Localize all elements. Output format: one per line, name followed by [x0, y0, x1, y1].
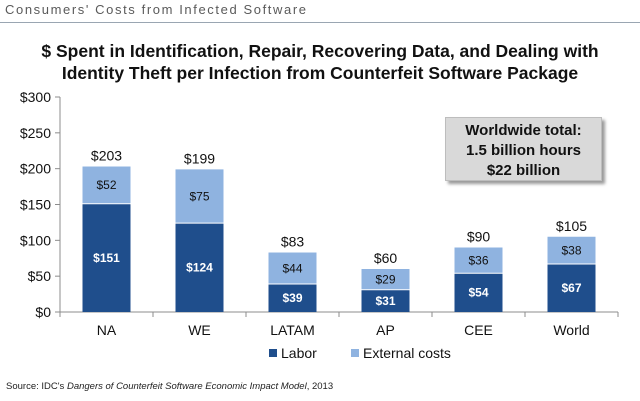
data-label-labor: $124 [186, 261, 213, 275]
bar-labor-world [547, 263, 596, 312]
bar-external-world [547, 236, 596, 264]
source-prefix: Source: IDC's [6, 381, 67, 392]
y-tick-label: $150 [20, 197, 51, 213]
bar-labor-cee [454, 273, 503, 312]
data-label-external: $29 [375, 272, 395, 286]
legend-swatch-external [351, 349, 359, 357]
data-label-total: $83 [281, 234, 305, 250]
callout-line-3: $22 billion [486, 162, 561, 179]
data-label-external: $44 [282, 261, 302, 275]
x-tick-label: CEE [464, 322, 493, 338]
y-tick-label: $50 [28, 268, 52, 284]
data-label-total: $203 [91, 148, 122, 164]
bar-labor-we [175, 223, 224, 312]
bar-external-cee [454, 247, 503, 274]
data-label-external: $38 [561, 243, 581, 257]
y-tick-label: $0 [35, 304, 51, 320]
data-label-labor: $31 [375, 294, 395, 308]
chart-title-line-1: $ Spent in Identification, Repair, Recov… [41, 41, 599, 61]
data-label-external: $52 [96, 178, 116, 192]
legend-label-labor: Labor [281, 345, 317, 361]
data-label-labor: $54 [468, 286, 488, 300]
bar-labor-na [82, 203, 131, 312]
x-tick-label: NA [97, 322, 117, 338]
x-tick-label: World [553, 322, 589, 338]
legend-label-external: External costs [363, 345, 451, 361]
data-label-labor: $151 [93, 251, 120, 265]
bar-external-we [175, 169, 224, 224]
y-tick-label: $100 [20, 232, 51, 248]
data-label-total: $199 [184, 150, 215, 166]
data-label-external: $36 [468, 253, 488, 267]
chart-title-line-2: Identity Theft per Infection from Counte… [61, 63, 579, 83]
callout-line-1: Worldwide total: [465, 122, 582, 139]
x-tick-label: AP [376, 322, 395, 338]
data-label-total: $60 [374, 250, 398, 266]
source-suffix: , 2013 [306, 381, 334, 392]
source-title: Dangers of Counterfeit Software Economic… [66, 381, 307, 392]
data-label-total: $105 [556, 218, 587, 234]
y-tick-label: $300 [20, 89, 51, 105]
data-label-total: $90 [467, 229, 491, 245]
slide-header: Consumers' Costs from Infected Software [5, 2, 308, 17]
bar-external-na [82, 166, 131, 204]
y-tick-label: $250 [20, 125, 51, 141]
chart-title: $ Spent in Identification, Repair, Recov… [0, 40, 640, 84]
data-label-labor: $39 [282, 291, 302, 305]
source-note: Source: IDC's Dangers of Counterfeit Sof… [6, 381, 333, 392]
callout-line-2: 1.5 billion hours [465, 142, 581, 159]
bar-labor-ap [361, 289, 410, 312]
header-rule [0, 22, 640, 23]
y-tick-label: $200 [20, 161, 51, 177]
bar-labor-latam [268, 284, 317, 312]
worldwide-total-callout: Worldwide total: 1.5 billion hours $22 b… [445, 117, 602, 181]
bar-external-latam [268, 252, 317, 285]
x-tick-label: WE [188, 322, 211, 338]
bar-external-ap [361, 269, 410, 290]
x-tick-label: LATAM [270, 322, 315, 338]
legend-swatch-labor [269, 349, 277, 357]
data-label-labor: $67 [561, 281, 581, 295]
data-label-external: $75 [189, 189, 209, 203]
